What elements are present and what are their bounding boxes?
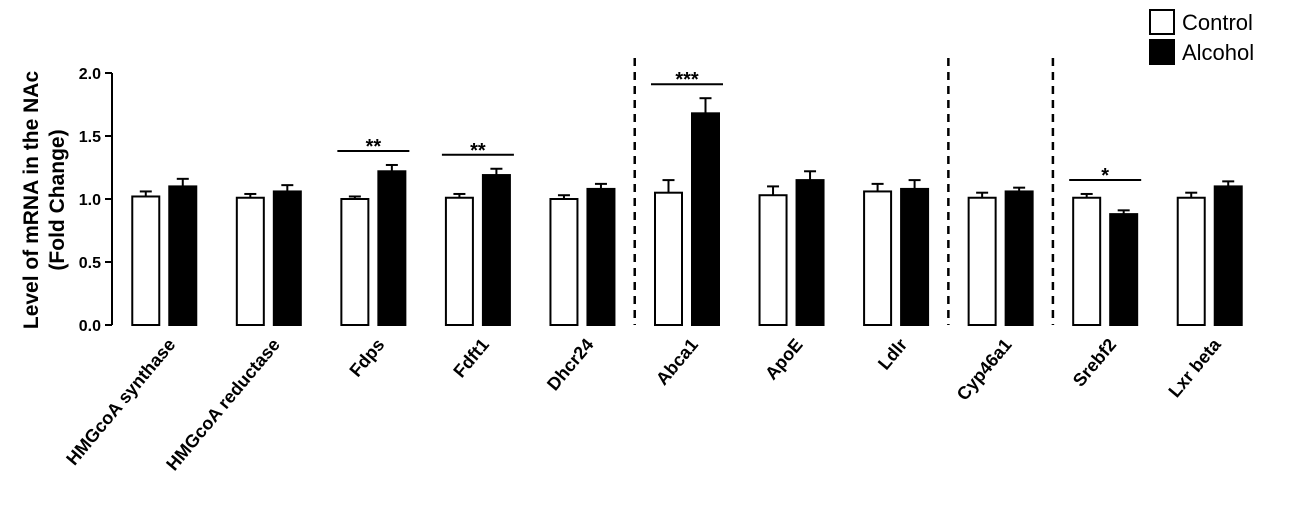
bar (377, 170, 407, 326)
bar (586, 187, 616, 326)
bar (758, 194, 788, 326)
legend-label: Alcohol (1182, 40, 1254, 65)
y-tick-label: 0.5 (79, 255, 101, 272)
legend-label: Control (1182, 10, 1253, 35)
bar (272, 190, 302, 326)
significance-label: * (1101, 165, 1109, 187)
significance-label: ** (470, 140, 486, 162)
x-tick-label: Fdps (345, 335, 388, 381)
bar (481, 174, 511, 326)
bar (1176, 196, 1206, 327)
x-tick-label: Srebf2 (1069, 335, 1120, 391)
bar (691, 112, 720, 326)
x-tick-label: Dhcr24 (543, 335, 598, 395)
bar (1109, 213, 1139, 326)
bar (1072, 196, 1102, 327)
bar (967, 196, 997, 327)
bar (549, 198, 579, 326)
y-axis-label: Level of mRNA in the NAc (20, 71, 43, 330)
legend-swatch (1149, 9, 1175, 35)
x-tick-label: Ldlr (874, 335, 911, 374)
y-tick-label: 2.0 (79, 66, 101, 83)
bar (340, 198, 370, 326)
bar (168, 185, 198, 326)
x-tick-label: HMGcoA reductase (162, 335, 284, 475)
significance-label: *** (675, 69, 699, 91)
y-axis-label: (Fold Change) (46, 129, 69, 270)
bar (795, 179, 825, 326)
legend-swatch (1149, 39, 1175, 65)
bar (900, 187, 930, 326)
significance-label: ** (366, 136, 382, 158)
bar (654, 191, 683, 326)
bar (863, 190, 893, 326)
y-tick-label: 1.5 (79, 129, 101, 146)
x-tick-label: HMGcoA synthase (62, 335, 179, 469)
x-tick-label: Fdft1 (449, 335, 493, 382)
bar (235, 196, 265, 327)
y-tick-label: 0.0 (79, 318, 101, 335)
x-tick-label: Cyp46a1 (953, 335, 1016, 405)
x-tick-label: Abca1 (652, 335, 702, 389)
x-tick-label: ApoE (761, 335, 807, 384)
x-tick-label: Lxr beta (1164, 334, 1225, 401)
bar (1004, 190, 1034, 326)
bar (444, 196, 474, 327)
y-tick-label: 1.0 (79, 192, 101, 209)
bar (131, 195, 161, 326)
bar (1213, 185, 1243, 326)
